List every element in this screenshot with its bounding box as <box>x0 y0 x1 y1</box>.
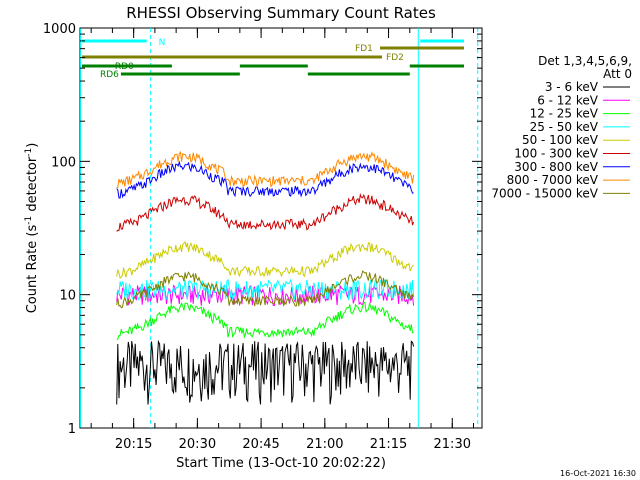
series-line-1 <box>116 339 415 405</box>
x-tick-label: 20:45 <box>242 437 279 452</box>
legend-label: 3 - 6 keV <box>545 80 599 94</box>
flag-fd1-label: FD1 <box>355 44 373 54</box>
plot-frame <box>79 27 483 429</box>
chart-title: RHESSI Observing Summary Count Rates <box>126 4 436 22</box>
y-tick-label: 1 <box>68 422 76 437</box>
y-tick-label: 10 <box>59 289 76 304</box>
flag-rd6-label: RD6 <box>100 70 119 80</box>
y-tick-label: 1000 <box>43 22 76 37</box>
footer-date: 16-Oct-2021 16:30 <box>560 469 636 478</box>
y-axis-label: Count Rate (s-1 detector-1) <box>24 143 40 314</box>
legend-label: 25 - 50 keV <box>530 120 599 134</box>
flag-rd0-label: RD0 <box>115 62 134 72</box>
x-tick-label: 21:15 <box>370 437 407 452</box>
flag-fd2-label: FD2 <box>386 53 404 63</box>
legend-attenuator: Att 0 <box>603 67 632 81</box>
flag-n-label: N <box>159 38 166 48</box>
x-tick-label: 20:15 <box>115 437 152 452</box>
series-line-7 <box>116 160 414 199</box>
x-tick-label: 21:30 <box>434 437 471 452</box>
legend-label: 300 - 800 keV <box>514 160 598 174</box>
legend-label: 50 - 100 keV <box>522 133 599 147</box>
series-line-2 <box>116 283 415 307</box>
series-line-8 <box>116 150 415 188</box>
x-axis-label: Start Time (13-Oct-10 20:02:22) <box>176 456 386 471</box>
x-tick-label: 21:00 <box>306 437 343 452</box>
legend-label: 12 - 25 keV <box>530 107 599 121</box>
series-line-5 <box>116 241 414 280</box>
series-line-9 <box>116 270 415 309</box>
series-line-4 <box>116 278 415 301</box>
axes-layer: 1 10 100 1000 20:15 20:30 20:45 21:00 21:15 21:30 <box>43 22 482 452</box>
legend-label: 800 - 7000 keV <box>507 173 599 187</box>
legend-detectors: Det 1,3,4,5,6,9, <box>538 54 632 68</box>
legend-label: 100 - 300 keV <box>514 147 598 161</box>
y-tick-label: 100 <box>51 155 76 170</box>
x-tick-label: 20:30 <box>179 437 216 452</box>
legend-label: 6 - 12 keV <box>537 93 599 107</box>
series-line-3 <box>116 301 414 341</box>
legend-label: 7000 - 15000 keV <box>491 186 598 200</box>
data-layer <box>116 150 415 405</box>
series-line-6 <box>116 193 415 232</box>
